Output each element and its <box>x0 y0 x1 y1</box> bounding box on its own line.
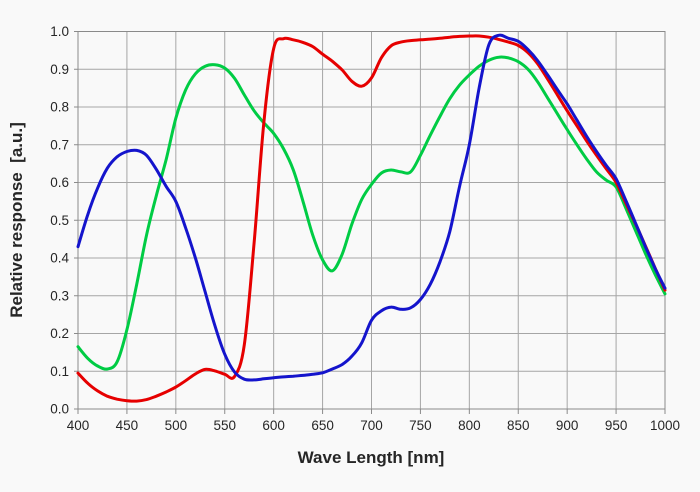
data-curves <box>76 33 667 403</box>
x-tick-label: 900 <box>556 418 579 433</box>
x-tick-label: 1000 <box>650 418 680 433</box>
y-tick-label: 0.4 <box>50 251 69 266</box>
blue-channel-curve <box>76 33 667 382</box>
plot-border <box>77 31 666 410</box>
y-tick-label: 0.8 <box>50 100 69 115</box>
x-tick-label: 450 <box>116 418 139 433</box>
y-tick-label: 1.0 <box>50 24 69 39</box>
y-tick-label: 0.9 <box>50 62 69 77</box>
grid-lines <box>77 31 666 410</box>
x-tick-label: 700 <box>360 418 383 433</box>
y-tick-label: 0.2 <box>50 326 69 341</box>
y-axis-label: Relative response [a.u.] <box>7 122 26 318</box>
y-tick-label: 0.3 <box>50 288 69 303</box>
x-tick-label: 650 <box>311 418 334 433</box>
x-tick-label: 400 <box>67 418 90 433</box>
axis-ticks <box>74 31 666 414</box>
y-tick-label: 0.5 <box>50 213 69 228</box>
y-tick-label: 0.6 <box>50 175 69 190</box>
y-tick-label: 0.7 <box>50 137 69 152</box>
y-tick-label: 0.0 <box>50 402 69 417</box>
x-tick-label: 500 <box>165 418 188 433</box>
x-tick-label: 800 <box>458 418 481 433</box>
x-tick-label: 950 <box>605 418 628 433</box>
x-tick-label: 550 <box>213 418 236 433</box>
x-tick-label: 600 <box>262 418 285 433</box>
green-channel-curve <box>76 55 667 371</box>
axis-tick-labels: 400 450 500 550 600 650 700 750 800 850 900 950 1000… <box>50 24 680 433</box>
x-tick-label: 750 <box>409 418 432 433</box>
x-tick-label: 850 <box>507 418 530 433</box>
x-axis-label: Wave Length [nm] <box>298 448 445 467</box>
red-channel-curve <box>76 34 667 403</box>
y-tick-label: 0.1 <box>50 364 69 379</box>
